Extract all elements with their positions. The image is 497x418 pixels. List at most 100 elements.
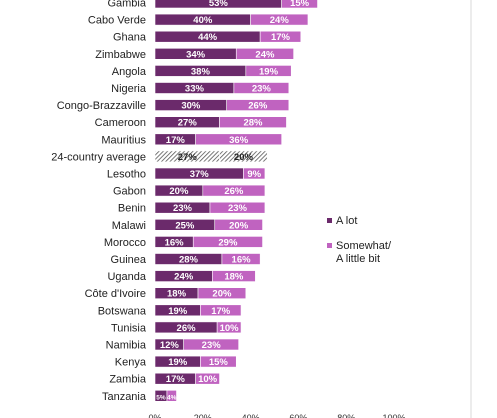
- bar-malawi-somewhat: [214, 219, 263, 231]
- data-label-gambia-somewhat: 15%: [290, 0, 310, 9]
- data-label-cabo-verde-a-lot: 40%: [193, 15, 213, 26]
- category-label-lesotho: Lesotho: [107, 169, 146, 181]
- category-label-cabo-verde: Cabo Verde: [88, 15, 146, 27]
- data-label-gabon-somewhat: 26%: [224, 186, 244, 197]
- data-label-c-te-d-ivoire-a-lot: 18%: [167, 289, 187, 300]
- x-tick-label: 100%: [382, 413, 405, 418]
- data-label-kenya-a-lot: 19%: [168, 357, 188, 368]
- data-label-uganda-a-lot: 24%: [174, 272, 194, 283]
- data-label-cabo-verde-somewhat: 24%: [270, 15, 290, 26]
- data-label-botswana-a-lot: 19%: [168, 306, 188, 317]
- category-label-botswana: Botswana: [98, 305, 147, 317]
- data-label-namibia-somewhat: 23%: [202, 340, 222, 351]
- category-label-kenya: Kenya: [115, 357, 147, 369]
- bars-group: Gambia 53% 15% Cabo Verde 40% 24% Ghana 44% 17% Z…: [51, 0, 318, 403]
- category-label-tanzania: Tanzania: [102, 391, 147, 403]
- legend-swatch-somewhat: [327, 243, 332, 248]
- category-label-zambia: Zambia: [109, 374, 147, 386]
- category-label-ghana: Ghana: [113, 32, 147, 44]
- data-label-guinea-somewhat: 16%: [232, 255, 252, 266]
- bar-kenya-somewhat: [200, 355, 237, 368]
- category-label-congo-brazzaville: Congo-Brazzaville: [57, 100, 146, 112]
- x-tick-label: 60%: [289, 413, 307, 418]
- data-label-cameroon-somewhat: 28%: [243, 118, 263, 129]
- bar-24-country-average-somewhat: [219, 150, 268, 163]
- legend-swatch-a-lot: [327, 218, 332, 223]
- bar-cameroon-somewhat: [219, 116, 287, 128]
- data-label-angola-somewhat: 19%: [259, 66, 279, 77]
- bar-namibia-somewhat: [183, 338, 239, 351]
- x-tick-label: 20%: [194, 413, 212, 418]
- data-label-cameroon-a-lot: 27%: [178, 118, 198, 129]
- data-label-botswana-somewhat: 17%: [211, 306, 231, 317]
- x-tick-label: 40%: [242, 413, 260, 418]
- data-label-mauritius-somewhat: 36%: [229, 135, 249, 146]
- bar-c-te-d-ivoire-somewhat: [197, 287, 247, 300]
- category-label-cameroon: Cameroon: [95, 117, 146, 129]
- bar-zimbabwe-somewhat: [235, 47, 294, 60]
- legend-label-a-lot: A lot: [336, 215, 357, 227]
- data-label-namibia-a-lot: 12%: [160, 340, 180, 351]
- data-label-zambia-a-lot: 17%: [166, 374, 186, 385]
- bar-ghana-somewhat: [259, 30, 302, 43]
- bar-guinea-somewhat: [221, 253, 261, 265]
- data-label-ghana-a-lot: 44%: [198, 32, 218, 43]
- bar-nigeria-somewhat: [233, 82, 290, 94]
- bar-angola-somewhat: [245, 65, 292, 77]
- data-label-uganda-somewhat: 18%: [224, 272, 244, 283]
- data-label-benin-somewhat: 23%: [228, 203, 248, 214]
- category-label-malawi: Malawi: [112, 220, 146, 232]
- bar-congo-brazzaville-somewhat: [226, 99, 290, 111]
- category-label-uganda: Uganda: [107, 271, 146, 283]
- category-label-tunisia: Tunisia: [111, 322, 147, 334]
- category-label-gambia: Gambia: [107, 0, 146, 10]
- data-label-congo-brazzaville-somewhat: 26%: [248, 101, 268, 112]
- legend: A lot Somewhat/A little bit: [327, 215, 392, 265]
- data-label-gambia-a-lot: 53%: [209, 0, 229, 9]
- bar-uganda-somewhat: [212, 270, 256, 282]
- x-tick-label: 80%: [337, 413, 355, 418]
- data-label-24-country-average-a-lot: 27%: [178, 152, 198, 163]
- category-label-c-te-d-ivoire: Côte d'Ivoire: [85, 288, 146, 300]
- bar-mauritius-somewhat: [195, 133, 282, 146]
- data-label-morocco-a-lot: 16%: [165, 237, 185, 248]
- data-label-tunisia-somewhat: 10%: [220, 323, 240, 334]
- bar-gambia-somewhat: [281, 0, 318, 9]
- bar-cabo-verde-somewhat: [250, 13, 309, 26]
- data-label-lesotho-somewhat: 9%: [247, 169, 261, 180]
- data-label-gabon-a-lot: 20%: [169, 186, 189, 197]
- bar-gabon-somewhat: [202, 184, 266, 197]
- data-label-lesotho-a-lot: 37%: [190, 169, 210, 180]
- category-label-guinea: Guinea: [111, 254, 147, 266]
- data-label-guinea-a-lot: 28%: [179, 255, 199, 266]
- bar-tunisia-somewhat: [216, 321, 242, 334]
- category-label-mauritius: Mauritius: [101, 134, 146, 146]
- x-axis-ticks: 0% 20% 40% 60% 80% 100%: [148, 413, 405, 418]
- category-label-24-country-average: 24-country average: [51, 151, 146, 163]
- data-label-nigeria-somewhat: 23%: [252, 84, 272, 95]
- data-label-zambia-somewhat: 10%: [198, 374, 218, 385]
- bar-lesotho-somewhat: [243, 167, 266, 180]
- data-label-zimbabwe-a-lot: 34%: [186, 49, 206, 60]
- legend-label-somewhat: Somewhat/A little bit: [336, 240, 392, 265]
- data-label-kenya-somewhat: 15%: [209, 357, 229, 368]
- category-label-namibia: Namibia: [106, 340, 147, 352]
- bar-botswana-somewhat: [200, 304, 242, 317]
- bar-tanzania-somewhat: [166, 389, 177, 402]
- category-label-morocco: Morocco: [104, 237, 146, 249]
- data-label-tunisia-a-lot: 26%: [177, 323, 197, 334]
- category-label-angola: Angola: [112, 66, 147, 78]
- data-label-benin-a-lot: 23%: [173, 203, 193, 214]
- data-label-zimbabwe-somewhat: 24%: [255, 49, 275, 60]
- bar-morocco-somewhat: [192, 236, 263, 248]
- data-label-c-te-d-ivoire-somewhat: 20%: [212, 289, 232, 300]
- data-label-tanzania-somewhat: 4%: [167, 394, 177, 401]
- category-label-zimbabwe: Zimbabwe: [95, 49, 146, 61]
- data-label-mauritius-a-lot: 17%: [166, 135, 186, 146]
- category-label-nigeria: Nigeria: [111, 83, 147, 95]
- data-label-malawi-somewhat: 20%: [229, 220, 249, 231]
- data-label-angola-a-lot: 38%: [191, 66, 211, 77]
- category-label-benin: Benin: [118, 203, 146, 215]
- x-tick-label: 0%: [148, 413, 161, 418]
